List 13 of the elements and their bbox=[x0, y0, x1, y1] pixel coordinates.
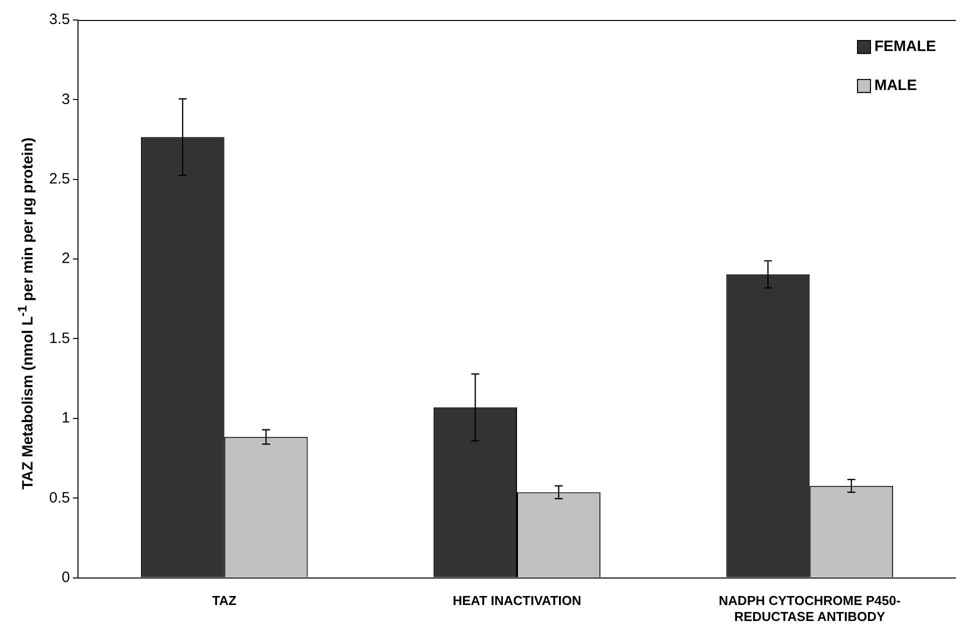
x-tick-label: TAZ bbox=[212, 593, 237, 608]
y-tick-label: 1.5 bbox=[49, 330, 70, 347]
y-tick-label: 1 bbox=[62, 410, 70, 427]
y-tick-label: 3.5 bbox=[49, 11, 70, 28]
y-tick-label: 0 bbox=[62, 568, 70, 586]
x-tick-label: HEAT INACTIVATION bbox=[452, 593, 582, 608]
legend-label: FEMALE bbox=[874, 38, 936, 55]
x-tick-label: NADPH CYTOCHROME P450-REDUCTASE ANTIBODY bbox=[718, 593, 901, 624]
legend-label: MALE bbox=[874, 77, 917, 94]
y-tick-label: 3 bbox=[62, 90, 70, 108]
y-tick-label: 0.5 bbox=[49, 489, 70, 506]
y-tick-label: 2 bbox=[62, 250, 70, 268]
y-tick-label: 2.5 bbox=[49, 170, 70, 188]
